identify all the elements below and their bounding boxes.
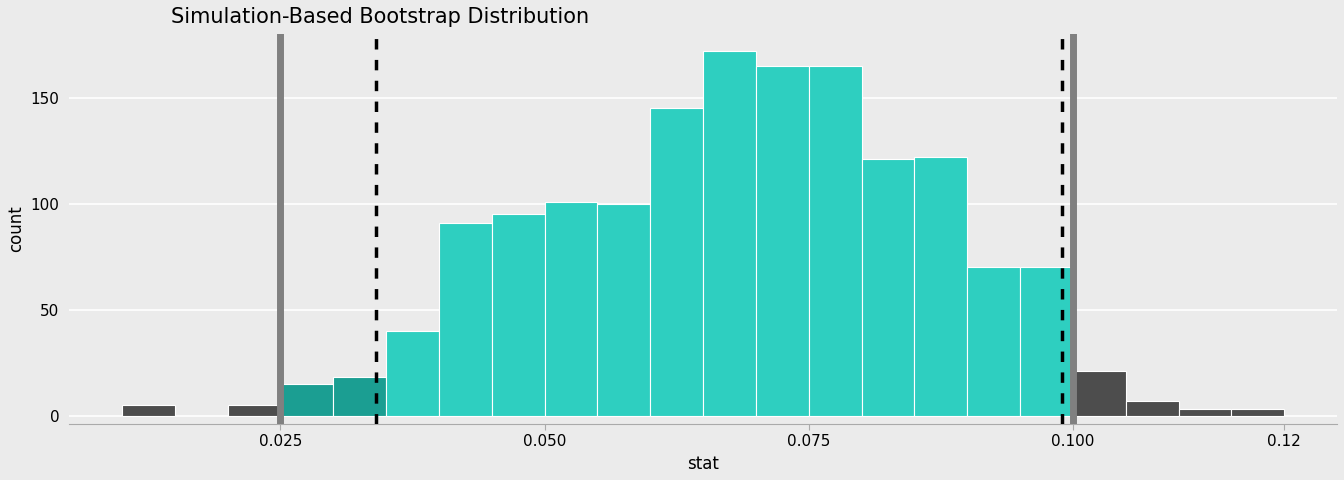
Bar bbox=[650, 108, 703, 416]
Bar bbox=[544, 202, 598, 416]
Bar bbox=[122, 405, 175, 416]
Bar bbox=[386, 331, 439, 416]
Bar bbox=[703, 51, 755, 416]
Bar bbox=[333, 377, 386, 416]
Bar bbox=[809, 66, 862, 416]
Bar bbox=[281, 384, 333, 416]
Y-axis label: count: count bbox=[7, 206, 26, 252]
Bar bbox=[1020, 267, 1073, 416]
Bar bbox=[862, 159, 914, 416]
Text: Simulation-Based Bootstrap Distribution: Simulation-Based Bootstrap Distribution bbox=[171, 7, 589, 27]
Bar bbox=[914, 157, 968, 416]
Bar bbox=[1231, 409, 1285, 416]
Bar bbox=[755, 66, 809, 416]
Bar bbox=[1179, 409, 1231, 416]
X-axis label: stat: stat bbox=[687, 455, 719, 473]
Bar bbox=[968, 267, 1020, 416]
Bar bbox=[227, 405, 281, 416]
Bar bbox=[1073, 371, 1126, 416]
Bar bbox=[439, 223, 492, 416]
Bar bbox=[1126, 401, 1179, 416]
Bar bbox=[598, 204, 650, 416]
Bar bbox=[492, 214, 544, 416]
